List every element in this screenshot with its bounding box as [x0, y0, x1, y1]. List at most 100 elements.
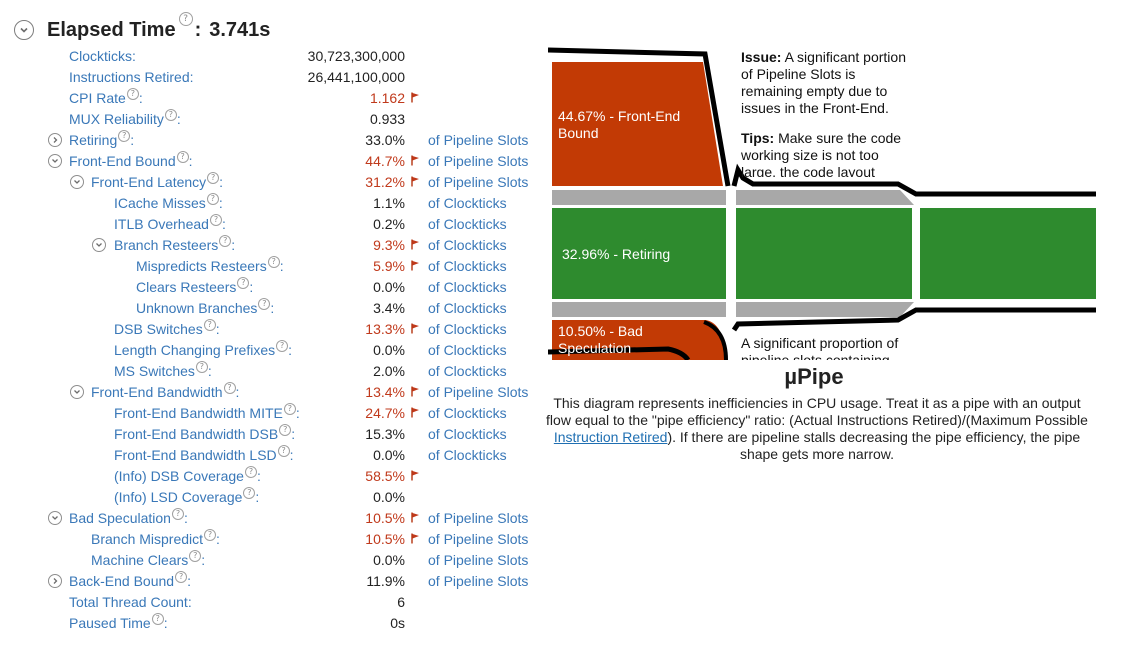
metric-unit-link[interactable]: of Clockticks: [428, 426, 507, 442]
issue-label: Issue:: [741, 49, 782, 65]
metric-unit-link[interactable]: of Pipeline Slots: [428, 384, 529, 400]
metric-label[interactable]: Back-End Bound?:: [69, 571, 191, 589]
gap-bar-bottom-right: [736, 302, 914, 317]
help-icon[interactable]: ?: [189, 550, 202, 562]
help-icon[interactable]: ?: [207, 172, 220, 184]
metric-label[interactable]: Branch Mispredict?:: [91, 529, 220, 547]
red-flag-icon: [411, 470, 419, 481]
expand-toggle-icon[interactable]: [48, 133, 62, 147]
metric-label[interactable]: Unknown Branches?:: [136, 298, 274, 316]
metric-label[interactable]: CPI Rate?:: [69, 88, 143, 106]
collapse-toggle-icon[interactable]: [70, 175, 84, 189]
metric-value: 0s: [390, 615, 405, 631]
metric-unit-link[interactable]: of Pipeline Slots: [428, 573, 529, 589]
help-icon[interactable]: ?: [223, 382, 236, 394]
metric-row-back-end-bound: Back-End Bound?: 11.9% of Pipeline Slots: [0, 571, 540, 592]
metric-label[interactable]: Front-End Bound?:: [69, 151, 193, 169]
metric-label-text: Front-End Bound: [69, 153, 176, 169]
help-icon[interactable]: ?: [258, 298, 271, 310]
metric-unit-link[interactable]: of Clockticks: [428, 300, 507, 316]
help-icon[interactable]: ?: [171, 508, 184, 520]
help-icon[interactable]: ?: [151, 613, 164, 625]
metric-label[interactable]: ITLB Overhead?:: [114, 214, 226, 232]
metric-unit-link[interactable]: of Clockticks: [428, 321, 507, 337]
metric-label[interactable]: (Info) LSD Coverage?:: [114, 487, 259, 505]
metric-unit-link[interactable]: of Clockticks: [428, 342, 507, 358]
help-icon[interactable]: ?: [283, 403, 296, 415]
metric-label[interactable]: Clears Resteers?:: [136, 277, 253, 295]
help-icon[interactable]: ?: [206, 193, 219, 205]
metric-unit-link[interactable]: of Pipeline Slots: [428, 510, 529, 526]
metric-row-bad-speculation: Bad Speculation?: 10.5% of Pipeline Slots: [0, 508, 540, 529]
help-icon[interactable]: ?: [203, 319, 216, 331]
metric-row-instructions-retired: Instructions Retired: 26,441,100,000: [0, 67, 540, 88]
metric-unit-link[interactable]: of Clockticks: [428, 363, 507, 379]
metric-label[interactable]: MUX Reliability?:: [69, 109, 181, 127]
label-colon: :: [235, 384, 240, 400]
help-icon[interactable]: ?: [118, 130, 131, 142]
collapse-toggle-icon[interactable]: [48, 154, 62, 168]
help-icon[interactable]: ?: [276, 340, 289, 352]
expand-toggle-icon[interactable]: [48, 574, 62, 588]
retiring-tooltip: A significant proportion of pipeline slo…: [741, 335, 899, 360]
metric-label[interactable]: MS Switches?:: [114, 361, 212, 379]
metric-label[interactable]: Branch Resteers?:: [114, 235, 235, 253]
collapse-toggle-icon[interactable]: [70, 385, 84, 399]
metric-unit-link[interactable]: of Pipeline Slots: [428, 174, 529, 190]
help-icon[interactable]: ?: [126, 88, 139, 100]
elapsed-time-help-icon[interactable]: ?: [178, 12, 193, 30]
metric-value: 13.3%: [365, 321, 405, 337]
metric-label[interactable]: Front-End Bandwidth LSD?:: [114, 445, 294, 463]
help-icon[interactable]: ?: [175, 571, 188, 583]
metric-unit-link[interactable]: of Pipeline Slots: [428, 552, 529, 568]
metric-label[interactable]: Mispredicts Resteers?:: [136, 256, 284, 274]
metric-label[interactable]: (Info) DSB Coverage?:: [114, 466, 261, 484]
metric-value: 3.4%: [373, 300, 405, 316]
metric-label[interactable]: Instructions Retired:: [69, 69, 194, 85]
help-icon[interactable]: ?: [176, 151, 189, 163]
help-icon[interactable]: ?: [209, 214, 222, 226]
gap-bar-top-right: [736, 190, 914, 205]
metric-label[interactable]: Front-End Latency?:: [91, 172, 223, 190]
metric-unit-link[interactable]: of Clockticks: [428, 216, 507, 232]
metric-label[interactable]: DSB Switches?:: [114, 319, 220, 337]
metric-value: 11.9%: [366, 573, 405, 589]
metric-row-front-end-latency: Front-End Latency?: 31.2% of Pipeline Slot…: [0, 172, 540, 193]
metric-label[interactable]: Machine Clears?:: [91, 550, 205, 568]
metric-label[interactable]: Retiring?:: [69, 130, 134, 148]
metric-label[interactable]: Front-End Bandwidth DSB?:: [114, 424, 295, 442]
help-icon[interactable]: ?: [195, 361, 208, 373]
help-icon[interactable]: ?: [164, 109, 177, 121]
collapse-section-icon[interactable]: [14, 20, 34, 40]
metric-unit-link[interactable]: of Clockticks: [428, 405, 507, 421]
metric-unit-link[interactable]: of Pipeline Slots: [428, 153, 529, 169]
metric-unit-link[interactable]: of Clockticks: [428, 258, 507, 274]
instruction-retired-link[interactable]: Instruction Retired: [553, 429, 668, 445]
metric-label[interactable]: Paused Time?:: [69, 613, 168, 631]
metric-unit-link[interactable]: of Pipeline Slots: [428, 531, 529, 547]
metric-unit-link[interactable]: of Clockticks: [428, 237, 507, 253]
metric-unit-link[interactable]: of Clockticks: [428, 447, 507, 463]
help-icon[interactable]: ?: [244, 466, 257, 478]
label-colon: :: [187, 573, 191, 589]
metric-label[interactable]: Front-End Bandwidth MITE?:: [114, 403, 300, 421]
collapse-toggle-icon[interactable]: [92, 238, 106, 252]
metric-unit-link[interactable]: of Clockticks: [428, 279, 507, 295]
metric-label[interactable]: Length Changing Prefixes?:: [114, 340, 292, 358]
metric-unit-link[interactable]: of Pipeline Slots: [428, 132, 529, 148]
metric-label[interactable]: Total Thread Count:: [69, 594, 192, 610]
help-icon[interactable]: ?: [267, 256, 280, 268]
help-icon[interactable]: ?: [237, 277, 250, 289]
metric-row-unknown-branches: Unknown Branches?: 3.4% of Clockticks: [0, 298, 540, 319]
metric-label[interactable]: ICache Misses?:: [114, 193, 223, 211]
help-icon[interactable]: ?: [219, 235, 232, 247]
metric-label[interactable]: Front-End Bandwidth?:: [91, 382, 240, 400]
metric-label[interactable]: Bad Speculation?:: [69, 508, 188, 526]
help-icon[interactable]: ?: [243, 487, 256, 499]
help-icon[interactable]: ?: [204, 529, 217, 541]
metric-label[interactable]: Clockticks:: [69, 48, 136, 64]
help-icon[interactable]: ?: [277, 445, 290, 457]
help-icon[interactable]: ?: [279, 424, 292, 436]
collapse-toggle-icon[interactable]: [48, 511, 62, 525]
metric-unit-link[interactable]: of Clockticks: [428, 195, 507, 211]
